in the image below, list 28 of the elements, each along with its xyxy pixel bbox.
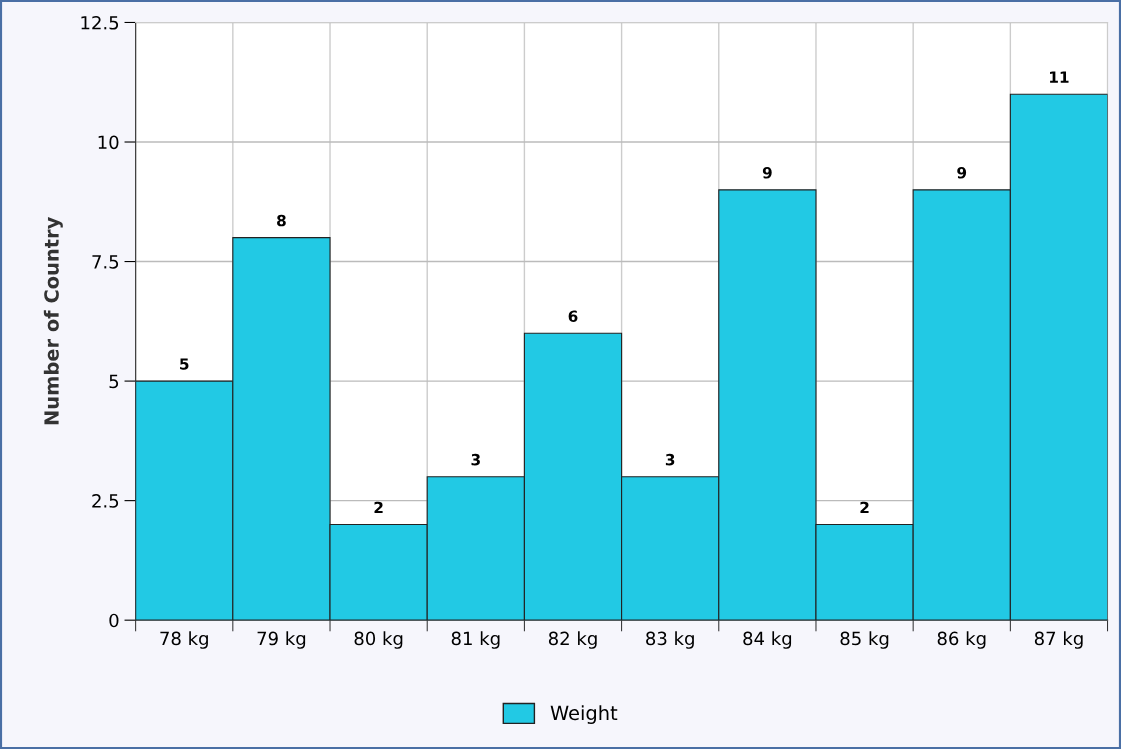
y-tick-label: 12.5 — [81, 15, 119, 30]
data-label: 6 — [568, 310, 578, 322]
x-tick-label: 84 kg — [743, 631, 792, 649]
x-tick-label: 80 kg — [354, 631, 403, 649]
data-label: 8 — [277, 214, 286, 227]
x-tick-label: 81 kg — [451, 631, 500, 649]
x-tick-label: 87 kg — [1034, 631, 1083, 649]
data-label: 9 — [762, 166, 772, 179]
y-tick-label: 10 — [98, 135, 119, 150]
data-label: 2 — [374, 501, 383, 514]
x-tick-label: 78 kg — [160, 631, 208, 649]
y-tick-label: 5 — [109, 374, 119, 389]
x-tick-label: 82 kg — [548, 631, 597, 649]
y-axis-title: Number of Country — [43, 217, 63, 425]
x-tick-label: 85 kg — [840, 631, 889, 649]
x-tick-label: 79 kg — [257, 631, 306, 649]
data-label: 3 — [471, 453, 480, 466]
y-tick-label: 2.5 — [92, 494, 119, 508]
data-label: 5 — [180, 358, 189, 370]
data-label: 11 — [1050, 71, 1069, 83]
legend-label: Weight — [550, 705, 618, 725]
data-label: 3 — [665, 453, 675, 466]
y-tick-label: 7.5 — [92, 255, 119, 269]
data-label: 9 — [957, 166, 967, 179]
x-tick-label: 83 kg — [646, 631, 694, 649]
x-tick-label: 86 kg — [937, 631, 986, 649]
y-tick-label: 0 — [109, 613, 119, 628]
data-label: 2 — [860, 501, 869, 514]
